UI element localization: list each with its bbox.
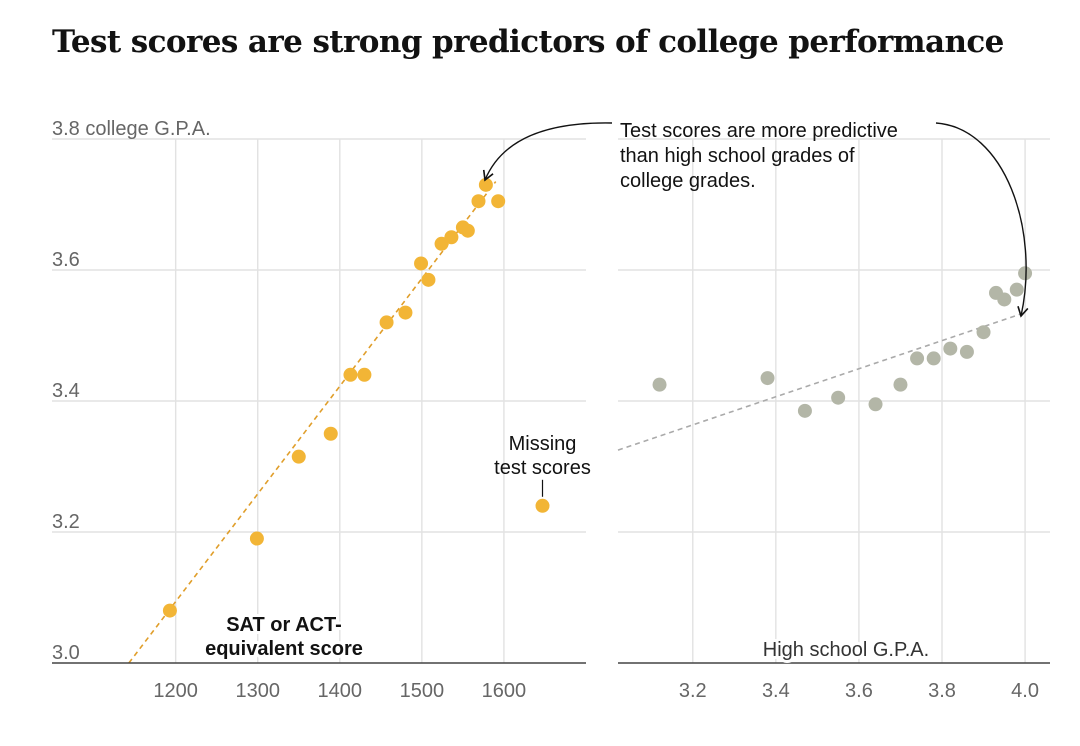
left-data-point bbox=[434, 236, 449, 251]
left-data-point bbox=[162, 603, 177, 618]
annotation: Test scores are more predictive than hig… bbox=[482, 120, 1029, 318]
right-data-point bbox=[910, 351, 925, 366]
right-data-point bbox=[652, 377, 667, 392]
left-y-tick-label: 3.4 bbox=[52, 380, 80, 402]
left-data-point bbox=[491, 194, 506, 209]
outlier-label-line-2: test scores bbox=[494, 457, 591, 479]
left-x-axis-label-line-2: equivalent score bbox=[205, 638, 363, 660]
left-grid bbox=[52, 138, 586, 663]
right-data-point bbox=[959, 344, 974, 359]
left-data-point bbox=[444, 230, 459, 245]
right-data-point bbox=[831, 390, 846, 405]
right-x-tick-label: 3.8 bbox=[928, 680, 956, 702]
left-y-tick-label: 3.8 college G.P.A. bbox=[52, 118, 211, 140]
right-x-axis-label-halo: High school G.P.A. bbox=[763, 639, 929, 661]
left-y-tick-label: 3.0 bbox=[52, 642, 80, 664]
right-x-axis-label: High school G.P.A. bbox=[763, 639, 929, 661]
left-x-axis-label-halo: SAT or ACT- bbox=[226, 614, 342, 636]
left-x-tick-label: 1200 bbox=[153, 680, 198, 702]
right-data-point bbox=[976, 325, 991, 340]
right-data-point bbox=[797, 403, 812, 418]
right-x-tick-label: 3.2 bbox=[679, 680, 707, 702]
right-x-tick-label: 4.0 bbox=[1011, 680, 1039, 702]
left-x-axis-label-halo: equivalent score bbox=[205, 638, 363, 660]
left-x-tick-label: 1300 bbox=[235, 680, 280, 702]
left-data-point bbox=[323, 426, 338, 441]
outlier-label-line-1: Missing bbox=[509, 433, 577, 455]
right-trend-line bbox=[617, 311, 1026, 451]
right-data-point bbox=[760, 371, 775, 386]
left-x-tick-label: 1600 bbox=[482, 680, 527, 702]
annotation-line-1: Test scores are more predictive bbox=[620, 120, 898, 142]
left-data-point bbox=[357, 367, 372, 382]
left-data-point bbox=[291, 449, 306, 464]
left-data-point bbox=[478, 177, 493, 192]
data-points bbox=[162, 177, 1033, 618]
right-data-point bbox=[943, 341, 958, 356]
left-data-point bbox=[398, 305, 413, 320]
left-data-point bbox=[379, 315, 394, 330]
left-data-point bbox=[421, 272, 436, 287]
left-x-axis-label-line-1: SAT or ACT- bbox=[226, 614, 342, 636]
left-y-tick-label: 3.2 bbox=[52, 511, 80, 533]
outlier-data-point bbox=[535, 498, 550, 513]
left-x-tick-label: 1500 bbox=[400, 680, 445, 702]
left-x-tick-label: 1400 bbox=[318, 680, 363, 702]
trend-lines bbox=[128, 181, 1026, 664]
left-data-point bbox=[471, 194, 486, 209]
right-data-point bbox=[997, 292, 1012, 307]
right-x-tick-label: 3.6 bbox=[845, 680, 873, 702]
left-data-point bbox=[460, 223, 475, 238]
annotation-arrow-left bbox=[482, 122, 613, 182]
right-data-point bbox=[1018, 266, 1033, 281]
left-trend-line bbox=[128, 181, 497, 664]
labels: 3.0 3.2 3.4 3.6 3.8 college G.P.A. 1200 1300 14… bbox=[52, 118, 1039, 702]
right-x-tick-label: 3.4 bbox=[762, 680, 790, 702]
right-data-point bbox=[1009, 282, 1024, 297]
annotation-arrow-right bbox=[935, 122, 1029, 318]
left-data-point bbox=[414, 256, 429, 271]
annotation-line-2: than high school grades of bbox=[620, 145, 855, 167]
right-data-point bbox=[893, 377, 908, 392]
right-data-point bbox=[926, 351, 941, 366]
left-data-point bbox=[343, 367, 358, 382]
left-y-tick-label: 3.6 bbox=[52, 249, 80, 271]
right-data-point bbox=[868, 397, 883, 412]
chart-title: Test scores are strong predictors of col… bbox=[52, 24, 1004, 60]
annotation-line-3: college grades. bbox=[620, 170, 756, 192]
left-data-point bbox=[249, 531, 264, 546]
